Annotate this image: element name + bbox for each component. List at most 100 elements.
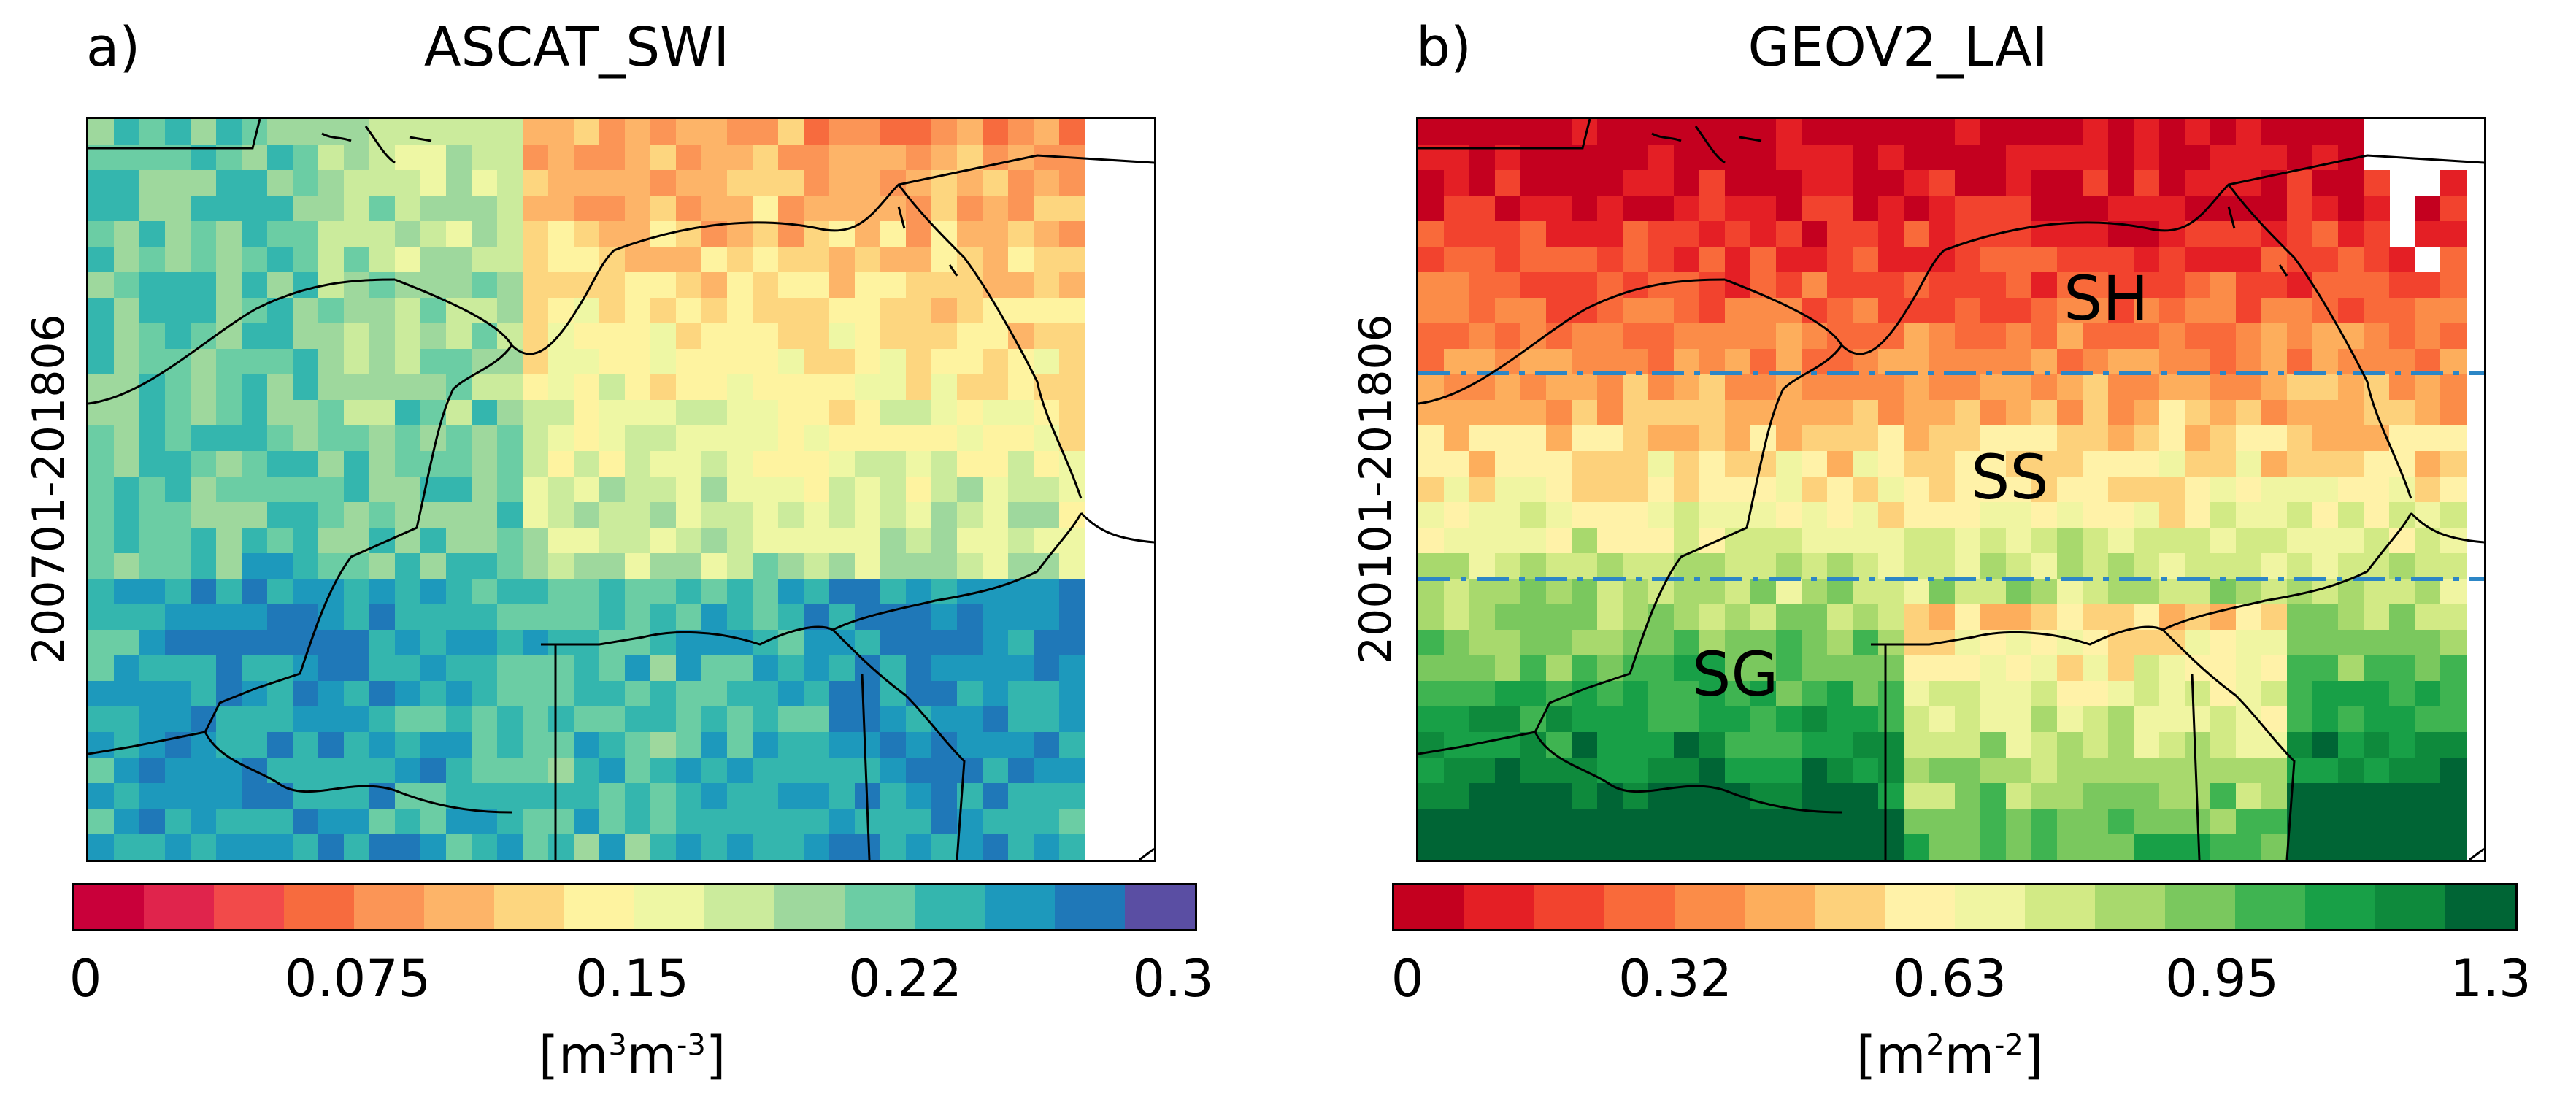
grid-cell [216,374,242,401]
grid-cell [1469,553,1496,579]
grid-cell [2185,221,2211,247]
grid-cell [753,400,779,426]
grid-cell [1802,604,1828,631]
grid-cell [1827,834,1853,860]
grid-cell [1034,681,1060,707]
grid-cell [2006,196,2032,222]
grid-cell [293,809,319,835]
grid-cell [267,579,293,605]
grid-cell [242,732,268,758]
grid-cell [676,272,702,299]
grid-cell [574,758,600,784]
grid-cell [114,425,140,452]
grid-cell [1546,732,1572,758]
grid-cell [1699,834,1726,860]
grid-cell [1034,604,1060,631]
grid-cell [1776,783,1802,809]
grid-cell [1495,298,1521,324]
grid-cell [2083,706,2109,733]
grid-cell [1699,630,1726,656]
grid-cell [1469,221,1496,247]
grid-cell [267,425,293,452]
grid-cell [2389,247,2415,273]
grid-cell [2083,451,2109,477]
grid-cell [2159,374,2185,401]
grid-cell [242,579,268,605]
grid-cell [701,119,728,145]
grid-cell [1750,758,1777,784]
grid-cell [446,170,472,196]
panel-b-tick-2: 0.63 [1893,949,2007,1009]
grid-cell [114,834,140,860]
grid-cell [1597,477,1623,503]
grid-cell [139,272,166,299]
grid-cell [318,553,345,579]
grid-cell [957,630,983,656]
grid-cell [906,451,932,477]
grid-cell [2185,247,2211,273]
grid-cell [395,349,421,375]
grid-cell [2261,425,2288,452]
grid-cell [2134,630,2160,656]
grid-cell [829,400,856,426]
colorbar-segment [1955,885,2025,929]
grid-cell [1546,119,1572,145]
grid-cell [2415,400,2441,426]
grid-cell [1699,528,1726,554]
grid-cell [1418,221,1445,247]
grid-cell [1597,323,1623,350]
grid-cell [1648,451,1675,477]
grid-cell [2083,119,2109,145]
grid-cell [446,553,472,579]
grid-cell [1853,221,1879,247]
colorbar-segment [564,885,634,929]
grid-cell [574,145,600,171]
grid-cell [1853,758,1879,784]
grid-cell [2261,681,2288,707]
grid-cell [1955,502,1981,528]
grid-cell [1725,323,1751,350]
grid-cell [1929,655,1956,682]
grid-cell [2083,400,2109,426]
grid-cell [267,374,293,401]
grid-cell [1827,783,1853,809]
grid-cell [2159,834,2185,860]
grid-cell [2312,604,2339,631]
grid-cell [1699,119,1726,145]
grid-cell [344,400,370,426]
grid-cell [2159,170,2185,196]
grid-cell [804,477,830,503]
grid-cell [2134,553,2160,579]
grid-cell [574,425,600,452]
grid-cell [88,196,115,222]
grid-cell [344,145,370,171]
grid-cell [2159,655,2185,682]
grid-cell [2236,655,2262,682]
grid-cell [446,425,472,452]
grid-cell [1418,400,1445,426]
grid-cell [804,706,830,733]
grid-cell [242,323,268,350]
grid-cell [931,630,958,656]
grid-cell [1980,834,2007,860]
grid-cell [1008,323,1034,350]
grid-cell [1980,528,2007,554]
grid-cell [1904,247,1930,273]
grid-cell [650,655,677,682]
grid-cell [1648,630,1675,656]
grid-cell [1469,655,1496,682]
grid-cell [1008,655,1034,682]
grid-cell [880,732,907,758]
grid-cell [880,706,907,733]
grid-cell [2031,425,2058,452]
grid-cell [804,247,830,273]
grid-cell [1546,579,1572,605]
grid-cell [701,579,728,605]
grid-cell [139,528,166,554]
grid-cell [906,272,932,299]
grid-cell [906,400,932,426]
grid-cell [2134,783,2160,809]
grid-cell [395,477,421,503]
grid-cell [1520,528,1547,554]
grid-cell [983,758,1009,784]
